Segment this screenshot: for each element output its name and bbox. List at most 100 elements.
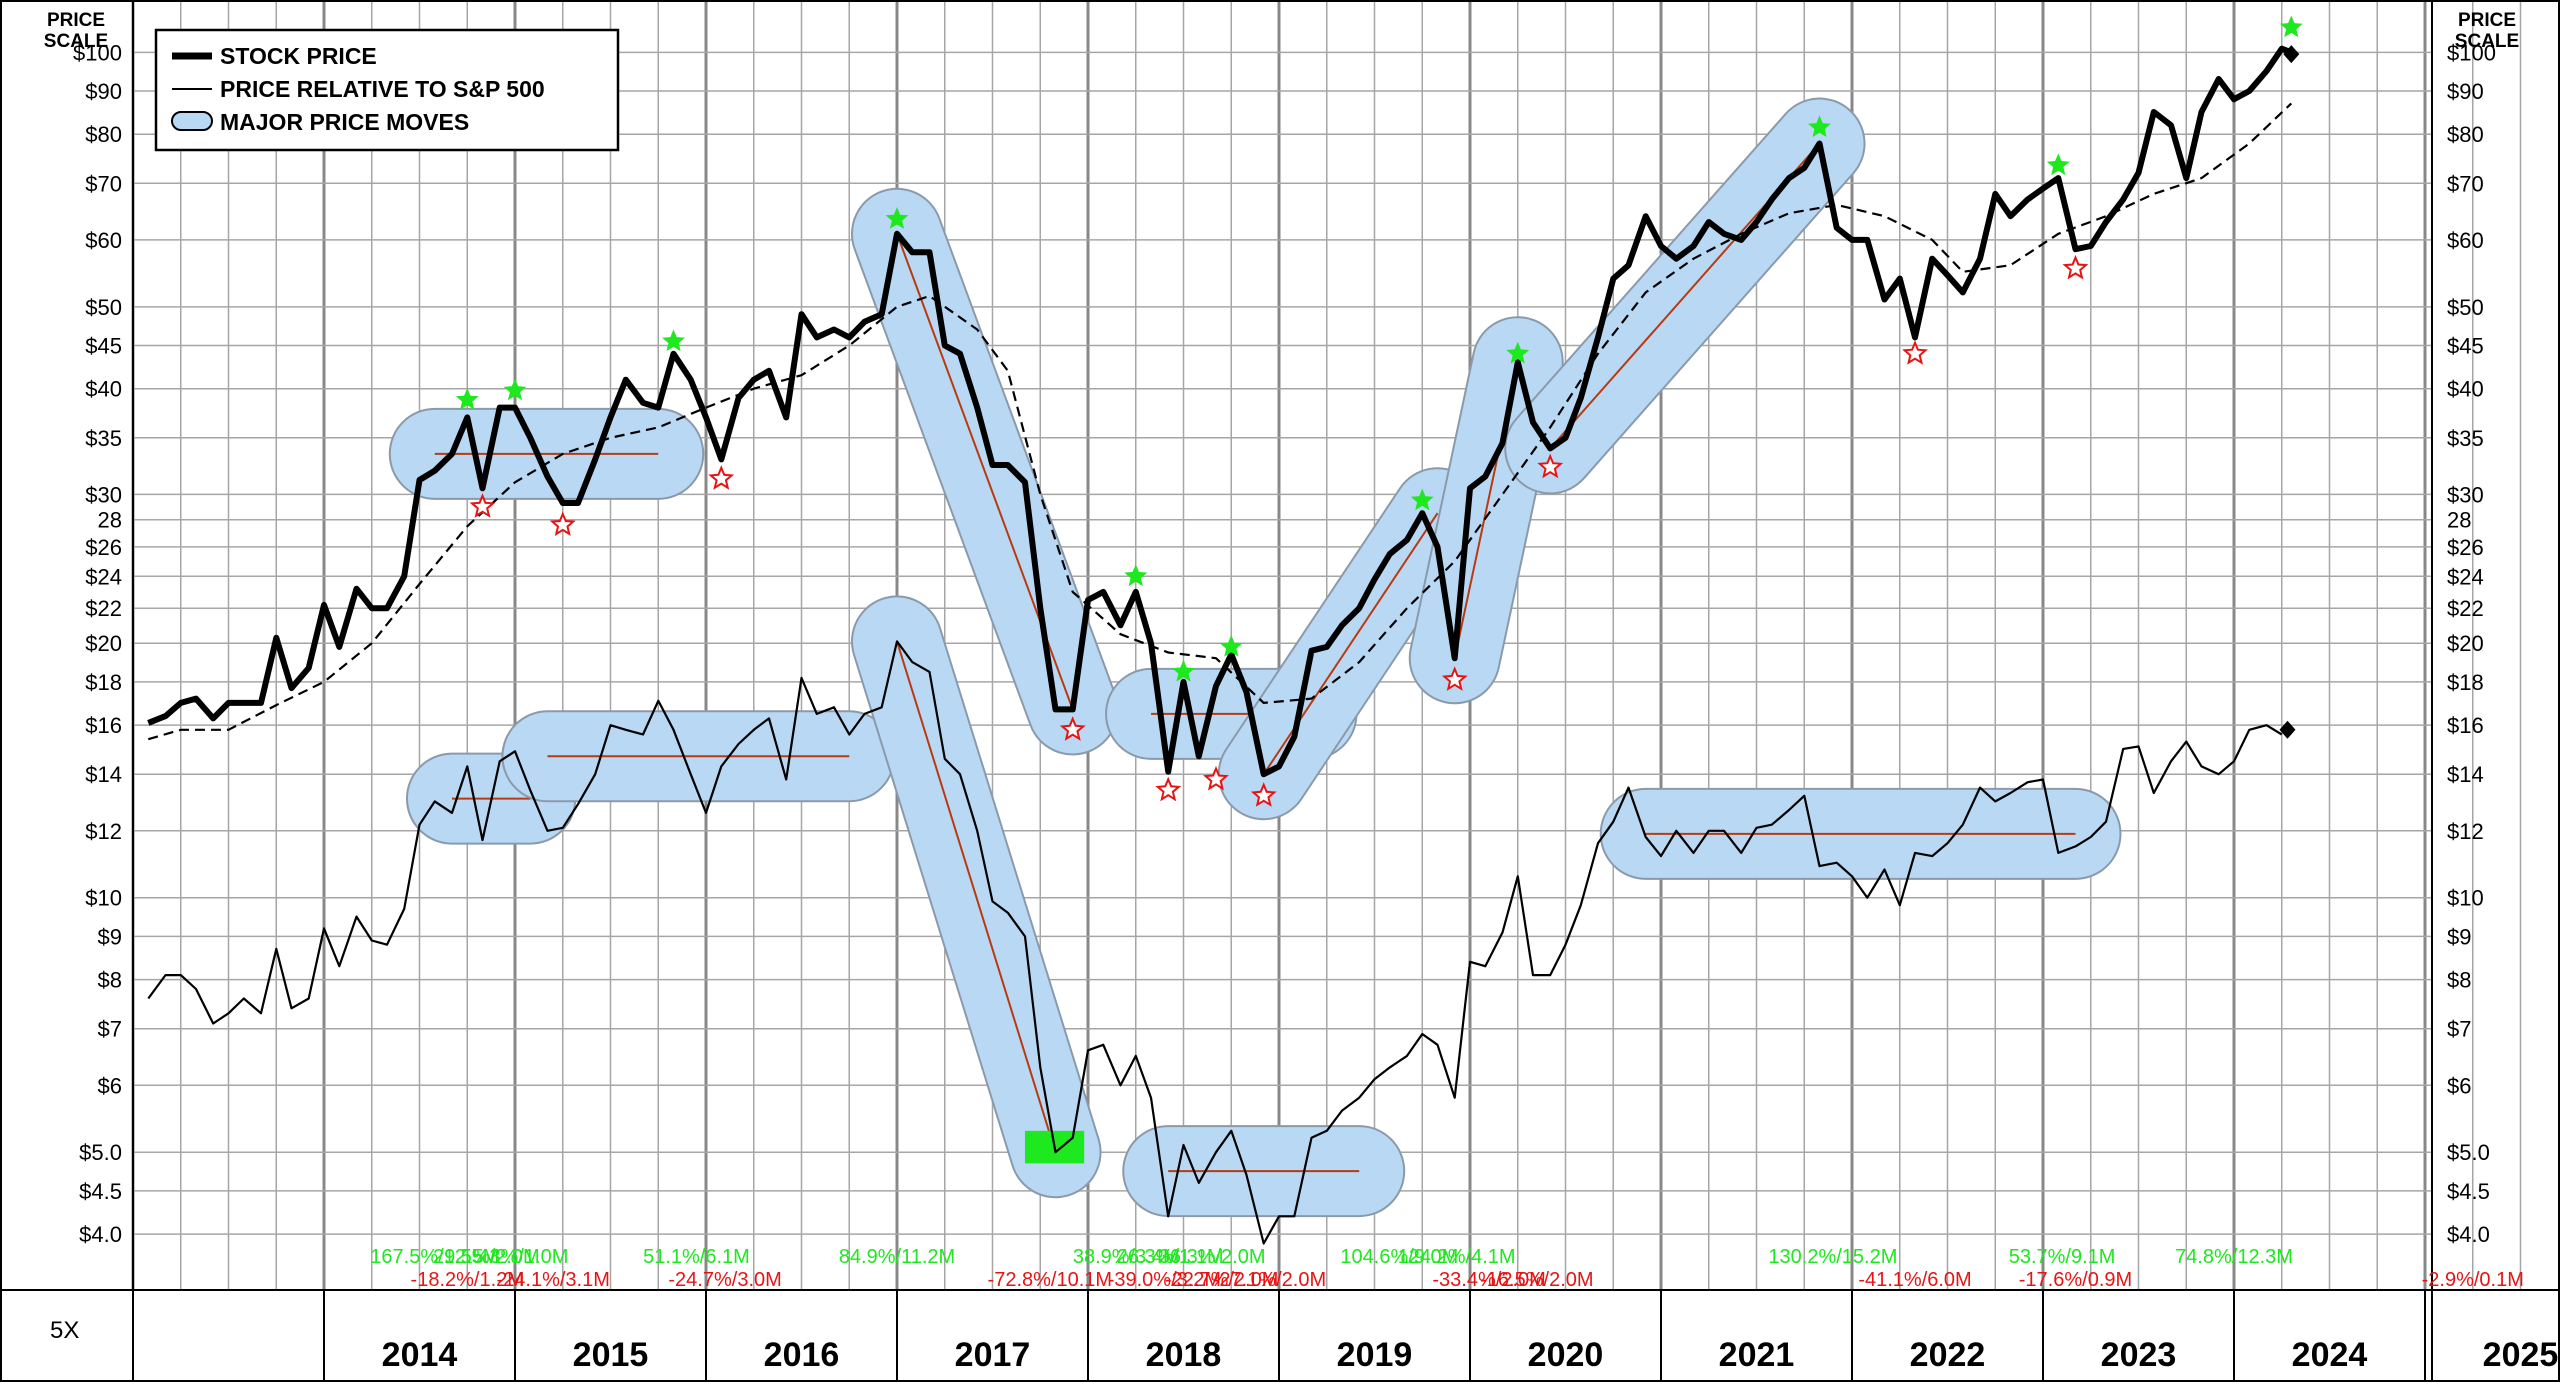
low-star-icon [1441, 666, 1468, 691]
y-tick-label-right: $24 [2447, 564, 2484, 589]
y-tick-label-left: $4.0 [79, 1222, 122, 1247]
y-tick-label-left: $16 [85, 713, 122, 738]
y-tick-label-left: $50 [85, 295, 122, 320]
high-star-icon [1410, 488, 1434, 511]
up-move-annotation: 84.9%/11.2M [839, 1246, 955, 1268]
y-tick-label-left: $40 [85, 377, 122, 402]
y-tick-label-left: $12 [85, 819, 122, 844]
y-tick-label-left: $18 [85, 670, 122, 695]
y-tick-label-left: $6 [98, 1073, 122, 1098]
up-move-annotation: 15.3%/1.0M [462, 1246, 569, 1268]
year-label: 2015 [573, 1336, 649, 1374]
y-tick-label-right: $7 [2447, 1017, 2471, 1042]
legend-label-major-moves: MAJOR PRICE MOVES [220, 109, 469, 135]
high-star-icon [1124, 564, 1148, 586]
legend-label-relative-price: PRICE RELATIVE TO S&P 500 [220, 76, 545, 102]
price-scale-label-right-2: SCALE [2455, 31, 2519, 52]
year-label: 2014 [382, 1336, 458, 1374]
current-value-diamond-icon [2279, 720, 2296, 739]
y-tick-label-left: $8 [98, 968, 122, 993]
low-star-icon [1202, 765, 1229, 791]
year-label: 2025 [2483, 1336, 2559, 1374]
y-tick-label-left: $20 [85, 631, 122, 656]
y-tick-label-left: $26 [85, 535, 122, 560]
year-label: 2016 [764, 1336, 840, 1374]
y-tick-label-left: $35 [85, 426, 122, 451]
up-move-annotation: 53.7%/9.1M [2009, 1246, 2116, 1268]
y-tick-label-right: $8 [2447, 968, 2471, 993]
low-star-icon [708, 465, 735, 490]
low-star-icon [1059, 716, 1086, 741]
year-label: 2024 [2292, 1336, 2368, 1374]
axis-layer: PRICE SCALE PRICE SCALE 5X 2014 2015 2016 2… [44, 10, 2559, 1382]
stock-price-line [147, 45, 2293, 778]
high-star-icon [1808, 115, 1831, 138]
high-star-icon [662, 329, 685, 352]
y-tick-label-left: $70 [85, 171, 122, 196]
year-label: 2020 [1528, 1336, 1604, 1374]
low-star-icon [1902, 340, 1928, 365]
y-tick-label-right: $35 [2447, 426, 2484, 451]
high-star-icon [2046, 153, 2070, 176]
up-move-annotation: 51.1%/6.1M [643, 1246, 750, 1268]
up-move-annotation: 104.6%/9.0M [1340, 1246, 1458, 1268]
year-label: 2019 [1337, 1336, 1413, 1374]
down-move-annotation: -22.7%/2.0M [1165, 1269, 1278, 1291]
y-tick-label-left: $7 [98, 1017, 122, 1042]
y-tick-label-left: $5.0 [79, 1140, 122, 1165]
y-tick-label-right: $22 [2447, 596, 2484, 621]
y-tick-label-right: $50 [2447, 295, 2484, 320]
series-layer [147, 45, 2293, 1245]
y-tick-label-left: $10 [85, 886, 122, 911]
down-move-annotation: -17.6%/0.9M [2019, 1269, 2132, 1291]
y-tick-label-right: $16 [2447, 713, 2484, 738]
y-tick-label-right: $12 [2447, 819, 2484, 844]
current-value-diamond-icon [2283, 45, 2300, 64]
up-move-annotation: 124.2%/4.1M [1398, 1246, 1516, 1268]
y-tick-label-right: $14 [2447, 762, 2484, 787]
price-scale-label-left-2: SCALE [44, 31, 108, 52]
y-tick-label-left: $80 [85, 122, 122, 147]
y-tick-label-right: $90 [2447, 79, 2484, 104]
high-star-icon [885, 207, 909, 229]
low-star-icon [469, 493, 496, 518]
down-move-annotation: -27.1%/2.0M [1213, 1269, 1326, 1291]
up-move-annotation: 26.3%/1.1M [1117, 1246, 1224, 1268]
legend: STOCK PRICE PRICE RELATIVE TO S&P 500 MA… [154, 28, 620, 152]
y-tick-label-left: $100 [73, 40, 122, 65]
up-move-annotation: 29.5%/2.0M [433, 1246, 540, 1268]
y-tick-label-left: $30 [85, 482, 122, 507]
down-move-annotation: -72.8%/10.1M [988, 1269, 1113, 1291]
low-star-icon [549, 511, 576, 537]
y-tick-label-right: $60 [2447, 228, 2484, 253]
up-move-annotation: 167.5%/12.5M [370, 1246, 499, 1268]
up-move-annotation: 38.9%/3.4M [1073, 1246, 1180, 1268]
high-star-icon [1172, 659, 1195, 682]
y-tick-label-right: $100 [2447, 40, 2496, 65]
y-tick-label-right: $9 [2447, 924, 2471, 949]
year-label: 2023 [2101, 1336, 2177, 1374]
y-tick-label-left: $90 [85, 79, 122, 104]
high-star-icon [2279, 15, 2303, 38]
low-star-icon [1250, 782, 1277, 807]
low-star-icon [1155, 776, 1182, 802]
down-move-annotation: -16.5%/2.0M [1480, 1269, 1593, 1291]
y-tick-label-right: $26 [2447, 535, 2484, 560]
year-label: 2018 [1146, 1336, 1222, 1374]
up-move-annotation: 130.2%/15.2M [1768, 1246, 1897, 1268]
y-tick-label-left: $22 [85, 596, 122, 621]
y-tick-label-left: $24 [85, 564, 122, 589]
high-star-icon [503, 378, 527, 401]
low-star-icon [2062, 254, 2089, 280]
y-tick-label-right: $18 [2447, 670, 2484, 695]
high-star-icon [1219, 634, 1243, 657]
high-star-icon [455, 387, 479, 410]
y-tick-label-left: $60 [85, 228, 122, 253]
y-tick-label-left: $9 [98, 924, 122, 949]
relative-price-line [147, 640, 2283, 1245]
relative-move-band-trendline [896, 641, 1057, 1153]
high-star-icon [1506, 341, 1530, 364]
